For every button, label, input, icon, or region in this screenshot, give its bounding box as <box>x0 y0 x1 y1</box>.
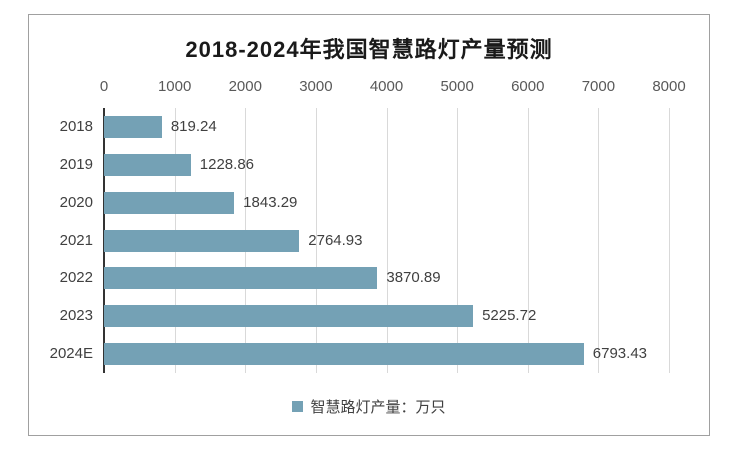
bar <box>104 115 162 138</box>
data-label: 1228.86 <box>199 155 255 173</box>
bar <box>104 343 584 366</box>
legend: 智慧路灯产量：万只 <box>29 396 709 417</box>
x-tick-label: 7000 <box>581 78 616 95</box>
chart-title: 2018-2024年我国智慧路灯产量预测 <box>185 37 553 62</box>
gridline <box>669 108 670 373</box>
y-category-label: 2019 <box>59 155 93 173</box>
x-tick-label: 1000 <box>157 78 192 95</box>
data-label: 819.24 <box>170 118 217 135</box>
gridline <box>598 108 600 373</box>
gridline <box>315 108 317 373</box>
bar <box>104 191 235 214</box>
chart-panel: 2018-2024年我国智慧路灯产量预测 0 1000 2000 3000 4000 50… <box>28 14 710 436</box>
data-label: 6793.43 <box>592 345 648 363</box>
data-label: 1843.29 <box>243 193 298 211</box>
gridline <box>457 108 459 373</box>
y-category-label: 2022 <box>59 269 93 287</box>
bar <box>104 229 300 252</box>
y-category-label: 2020 <box>59 193 93 211</box>
data-label: 5225.72 <box>482 307 537 325</box>
x-axis: 0 1000 2000 3000 4000 5000 6000 7000 8000 <box>29 78 709 98</box>
data-label: 3870.89 <box>386 269 441 287</box>
legend-label: 智慧路灯产量：万只 <box>310 399 446 416</box>
x-tick-label: 3000 <box>299 78 333 95</box>
bar <box>104 267 378 290</box>
x-tick-label: 6000 <box>511 78 545 95</box>
y-category-label: 2018 <box>59 118 93 135</box>
x-tick-label: 2000 <box>228 78 262 95</box>
data-label: 2764.93 <box>308 231 363 249</box>
x-tick-label: 5000 <box>440 78 474 95</box>
y-category-label: 2024E <box>49 345 93 363</box>
legend-marker-icon <box>292 401 304 412</box>
x-tick-label: 4000 <box>369 78 404 95</box>
bar <box>104 153 191 176</box>
x-tick-label: 8000 <box>652 78 686 95</box>
plot-area: 2018 819.24 2019 1228.86 2020 1843.29 2021 2764… <box>50 108 670 373</box>
y-category-label: 2021 <box>59 231 93 249</box>
bar <box>104 305 474 328</box>
y-category-label: 2023 <box>59 307 93 325</box>
gridline <box>527 108 529 373</box>
x-tick-label: 0 <box>99 78 109 95</box>
gridline <box>386 108 388 373</box>
